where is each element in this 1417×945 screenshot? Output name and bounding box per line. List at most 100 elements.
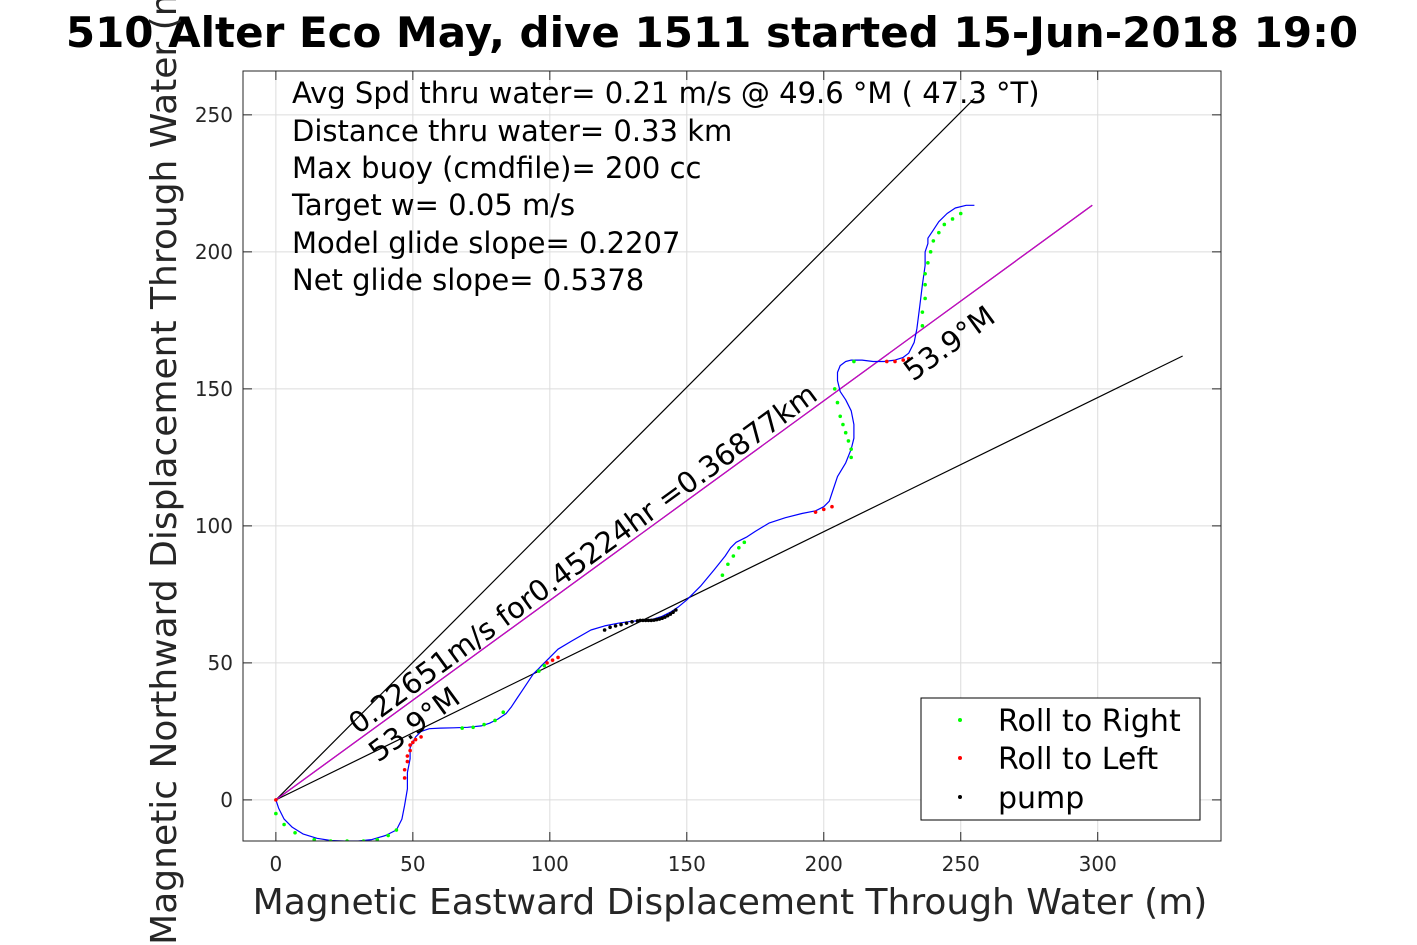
point-roll-to-right <box>928 250 933 254</box>
reference-line-lower-bound <box>275 355 1183 801</box>
point-pump <box>652 618 656 622</box>
point-roll-to-right <box>849 447 853 451</box>
point-roll-to-left <box>550 658 555 662</box>
y-tick-label: 0 <box>220 788 233 812</box>
point-pump <box>643 618 648 623</box>
point-roll-to-right <box>923 271 927 276</box>
point-pump <box>649 618 653 623</box>
point-roll-to-right <box>838 414 843 419</box>
legend-marker-pump <box>958 795 962 799</box>
point-roll-to-right <box>832 387 837 391</box>
x-tick-label: 300 <box>1079 852 1117 876</box>
point-pump <box>635 619 640 623</box>
point-roll-to-left <box>274 798 278 802</box>
point-roll-to-left <box>411 740 415 745</box>
point-roll-to-right <box>731 554 736 558</box>
point-roll-to-right <box>950 217 955 221</box>
track-layer <box>275 204 975 841</box>
legend-label-roll-left: Roll to Left <box>998 742 1158 777</box>
axis-ticks: 0 50 100 150 200 250 300 0 50 100 150 200 250 <box>195 71 1221 876</box>
stat-max-buoy: Max buoy (cmdfile)= 200 cc <box>292 151 701 185</box>
point-roll-to-left <box>408 743 412 747</box>
point-pump <box>668 612 673 616</box>
point-roll-to-right <box>501 710 506 715</box>
point-roll-to-left <box>813 510 818 514</box>
point-roll-to-right <box>737 545 741 550</box>
stat-model-glide-slope: Model glide slope= 0.2207 <box>292 226 680 260</box>
point-roll-to-left <box>413 737 418 742</box>
point-pump <box>608 625 612 630</box>
point-pump <box>646 618 651 623</box>
point-roll-to-right <box>493 718 497 723</box>
stat-distance: Distance thru water= 0.33 km <box>292 114 732 148</box>
point-roll-to-left <box>405 754 410 758</box>
point-roll-to-right <box>937 230 941 235</box>
point-roll-to-right <box>274 811 278 816</box>
point-pump <box>602 628 607 632</box>
point-roll-to-right <box>726 562 730 567</box>
point-roll-to-right <box>835 400 840 405</box>
legend-marker-roll-right <box>958 718 962 722</box>
point-roll-to-left <box>906 356 911 361</box>
point-roll-to-right <box>843 430 848 435</box>
legend-marker-roll-left <box>958 756 962 760</box>
point-roll-to-left <box>556 655 560 660</box>
point-pump <box>638 618 643 623</box>
point-roll-to-right <box>293 830 297 835</box>
point-pump <box>665 613 670 618</box>
legend-box <box>920 697 1201 821</box>
point-roll-to-right <box>720 573 725 577</box>
chart-title: 510 Alter Eco May, dive 1511 started 15-… <box>66 8 1358 57</box>
y-tick-label: 250 <box>195 103 233 127</box>
x-axis-label: Magnetic Eastward Displacement Through W… <box>253 882 1208 923</box>
point-roll-to-left <box>884 359 889 364</box>
point-roll-to-right <box>923 296 927 301</box>
point-pump <box>613 624 618 628</box>
x-tick-label: 0 <box>270 852 283 876</box>
point-roll-to-right <box>923 282 927 287</box>
point-roll-to-left <box>893 359 897 364</box>
legend: Roll to Right Roll to Left pump <box>920 697 1201 821</box>
point-roll-to-right <box>537 669 541 673</box>
x-tick-label: 250 <box>942 852 980 876</box>
y-axis-label: Magnetic Northward Displacement Through … <box>144 0 185 945</box>
point-roll-to-right <box>312 837 317 841</box>
point-roll-to-right <box>958 211 963 216</box>
x-tick-label: 200 <box>805 852 843 876</box>
point-pump <box>624 621 629 625</box>
point-pump <box>671 610 675 614</box>
point-roll-to-left <box>419 735 423 739</box>
x-tick-label: 100 <box>531 852 569 876</box>
legend-label-roll-right: Roll to Right <box>998 704 1181 739</box>
point-pump <box>619 622 623 627</box>
point-roll-to-right <box>460 726 464 730</box>
point-pump <box>630 619 634 624</box>
point-pump <box>641 618 645 623</box>
point-roll-to-left <box>408 748 412 753</box>
plot-frame <box>242 70 1222 842</box>
point-roll-to-right <box>841 422 845 427</box>
point-roll-to-right <box>849 455 853 460</box>
point-pump <box>674 608 678 612</box>
point-roll-to-left <box>405 759 410 764</box>
point-roll-to-right <box>920 324 925 328</box>
point-pump <box>663 615 667 619</box>
reference-line-heading-overlay <box>275 204 1093 801</box>
dive-track-line <box>275 204 975 841</box>
y-tick-label: 150 <box>195 377 233 401</box>
point-roll-to-left <box>901 358 906 362</box>
point-roll-to-right <box>482 722 486 727</box>
y-tick-label: 200 <box>195 240 233 264</box>
point-roll-to-right <box>282 822 286 827</box>
point-roll-to-right <box>926 261 930 265</box>
point-pump <box>660 616 664 621</box>
reference-lines <box>275 97 1183 801</box>
legend-label-pump: pump <box>998 781 1084 816</box>
point-roll-to-left <box>821 507 826 512</box>
y-tick-label: 50 <box>208 651 233 675</box>
reference-line-upper-bound <box>275 97 975 801</box>
point-roll-to-left <box>545 661 549 665</box>
point-roll-to-right <box>942 222 947 227</box>
stat-target-w: Target w= 0.05 m/s <box>291 188 575 222</box>
x-tick-label: 150 <box>668 852 706 876</box>
